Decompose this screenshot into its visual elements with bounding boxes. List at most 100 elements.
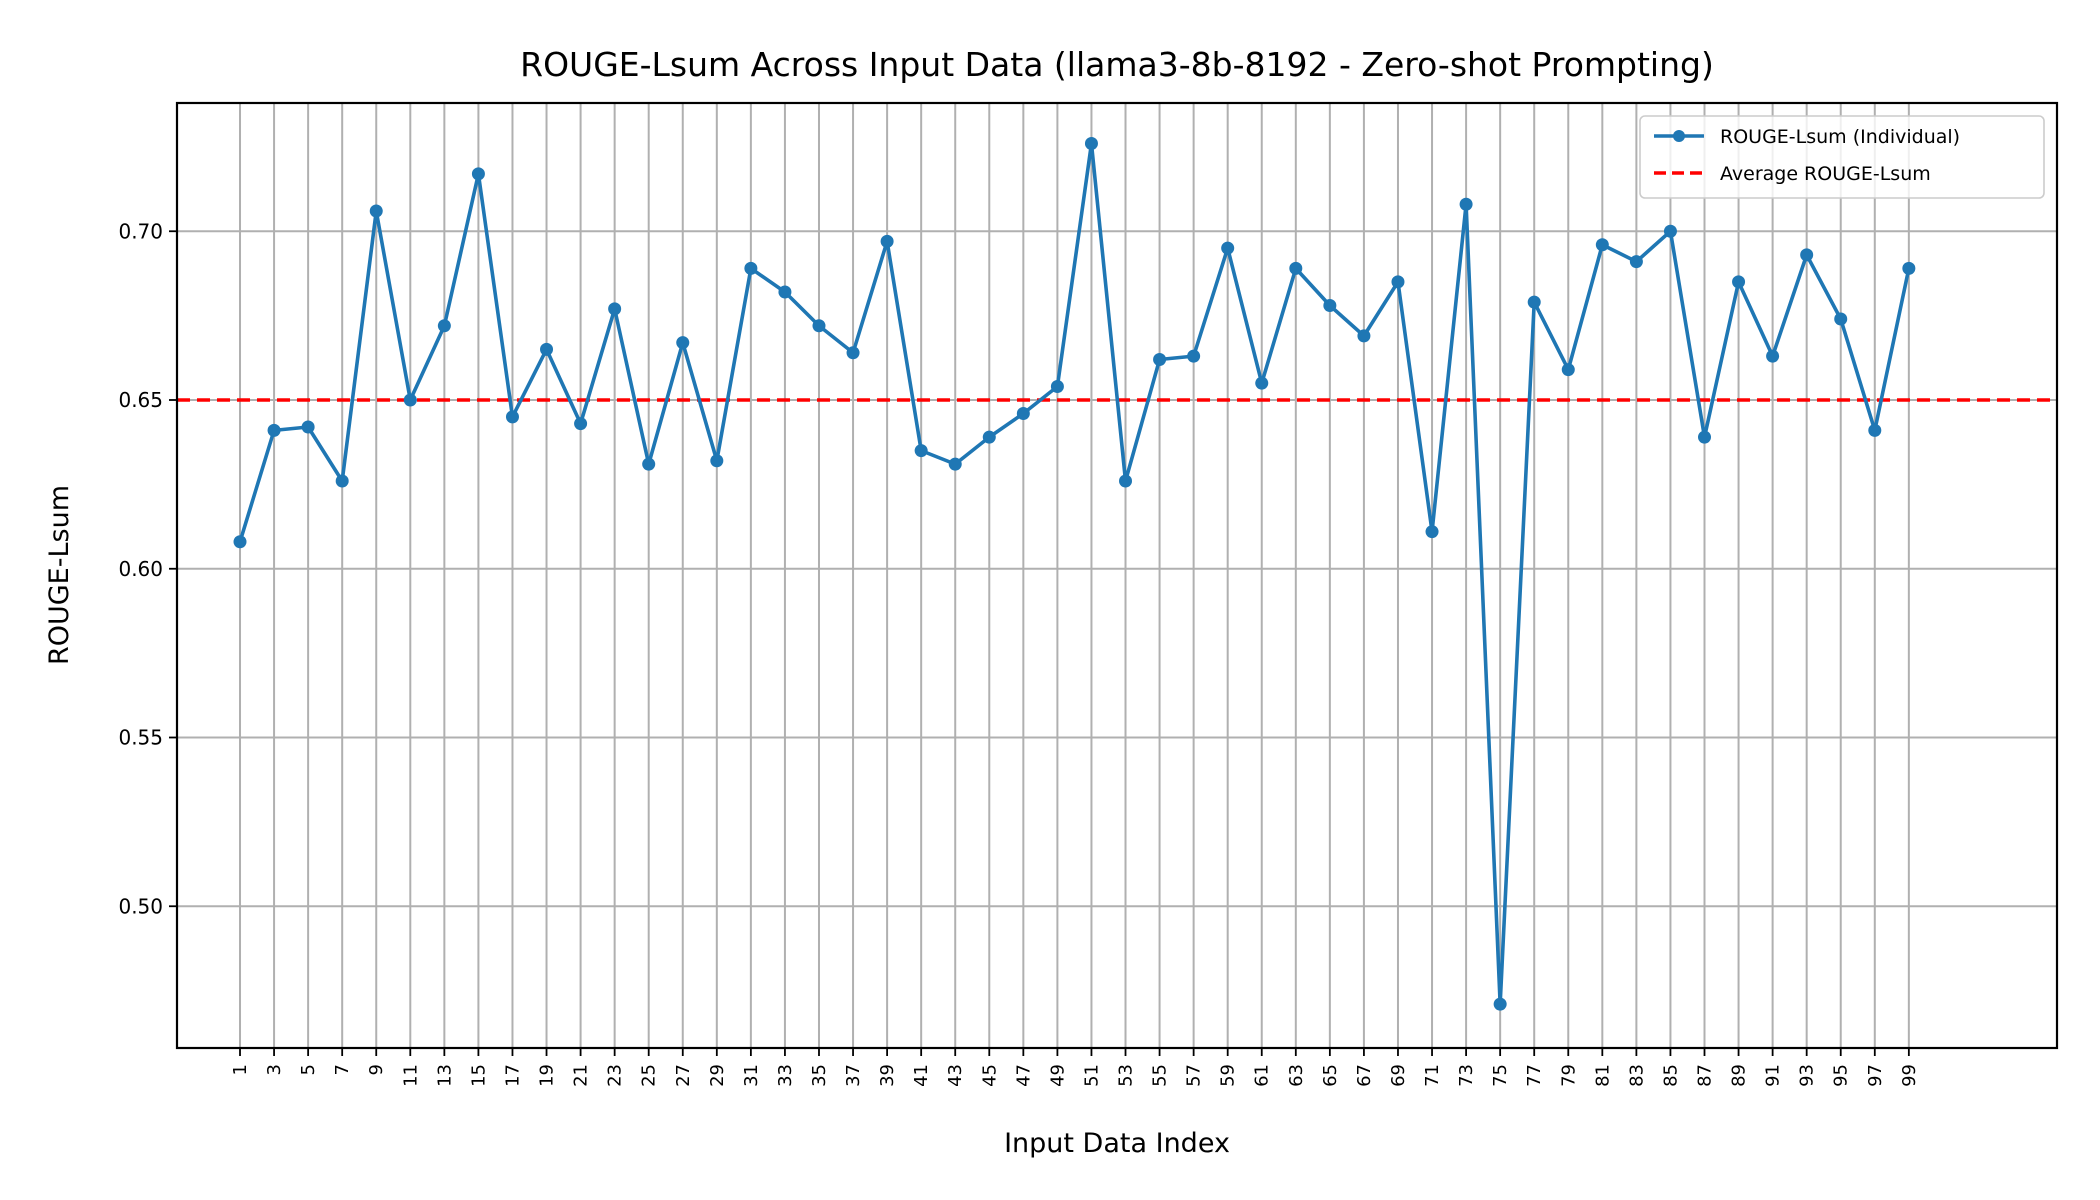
x-tick-label: 45 xyxy=(979,1064,1000,1087)
data-point xyxy=(1766,349,1780,363)
x-tick-label: 9 xyxy=(366,1064,387,1075)
x-tick-label: 17 xyxy=(502,1064,523,1087)
x-tick-label: 77 xyxy=(1524,1064,1545,1087)
x-tick-label: 57 xyxy=(1184,1064,1205,1087)
data-point xyxy=(1357,329,1371,343)
x-tick-label: 13 xyxy=(434,1064,455,1087)
data-point xyxy=(1629,255,1643,269)
x-tick-label: 65 xyxy=(1320,1064,1341,1087)
x-tick-label: 95 xyxy=(1831,1064,1852,1087)
chart-title: ROUGE-Lsum Across Input Data (llama3-8b-… xyxy=(520,45,1714,84)
x-tick-label: 73 xyxy=(1456,1064,1477,1087)
data-point xyxy=(437,319,451,333)
x-tick-label: 71 xyxy=(1422,1064,1443,1087)
data-point xyxy=(403,393,417,407)
x-tick-label: 7 xyxy=(332,1064,353,1075)
legend-label-individual: ROUGE-Lsum (Individual) xyxy=(1720,126,1960,148)
x-tick-label: 43 xyxy=(945,1064,966,1087)
data-point xyxy=(233,535,247,549)
legend-label-average: Average ROUGE-Lsum xyxy=(1720,163,1931,185)
y-axis-label: ROUGE-Lsum xyxy=(44,485,75,665)
data-point xyxy=(1663,224,1677,238)
data-point xyxy=(471,167,485,181)
x-tick-label: 61 xyxy=(1252,1064,1273,1087)
data-point xyxy=(301,420,315,434)
x-axis-ticks: 1 3 5 7 9 11 13 15 17 19 21 23 25 27 29 31 33 35 37 39 41 43 4… xyxy=(230,1048,1920,1087)
x-tick-label: 29 xyxy=(707,1064,728,1087)
data-point xyxy=(1595,238,1609,252)
x-tick-label: 83 xyxy=(1626,1064,1647,1087)
y-tick-label: 0.70 xyxy=(118,219,163,243)
data-point xyxy=(948,457,962,471)
x-tick-label: 87 xyxy=(1695,1064,1716,1087)
data-point xyxy=(1153,353,1167,366)
data-point xyxy=(540,342,554,356)
x-tick-label: 21 xyxy=(571,1064,592,1087)
x-tick-label: 31 xyxy=(741,1064,762,1087)
data-point xyxy=(676,336,690,350)
x-tick-label: 15 xyxy=(468,1064,489,1087)
y-tick-label: 0.65 xyxy=(118,388,163,412)
data-point xyxy=(1902,261,1916,275)
data-point xyxy=(1561,363,1575,377)
data-point xyxy=(267,423,281,437)
legend-box xyxy=(1639,115,2045,199)
data-point xyxy=(1698,430,1711,444)
legend: ROUGE-Lsum (Individual) Average ROUGE-Ls… xyxy=(1639,115,2045,199)
x-tick-label: 19 xyxy=(537,1064,558,1087)
data-point xyxy=(1323,299,1337,312)
y-tick-label: 0.55 xyxy=(118,726,163,750)
data-point xyxy=(1050,380,1064,393)
x-tick-label: 51 xyxy=(1081,1064,1102,1087)
data-point xyxy=(778,285,792,299)
x-tick-label: 49 xyxy=(1047,1064,1068,1087)
x-tick-label: 93 xyxy=(1797,1064,1818,1087)
data-point xyxy=(1391,275,1405,289)
x-tick-label: 53 xyxy=(1116,1064,1137,1087)
series-layer xyxy=(233,137,1916,1011)
x-tick-label: 55 xyxy=(1150,1064,1171,1087)
x-tick-label: 37 xyxy=(843,1064,864,1087)
x-tick-label: 69 xyxy=(1388,1064,1409,1087)
x-tick-label: 99 xyxy=(1899,1064,1920,1087)
data-point xyxy=(1834,312,1848,326)
x-tick-label: 11 xyxy=(400,1064,421,1087)
x-tick-label: 89 xyxy=(1729,1064,1750,1087)
grid-lines xyxy=(177,103,2057,1048)
x-tick-label: 97 xyxy=(1865,1064,1886,1087)
data-point xyxy=(1459,197,1473,211)
x-tick-label: 85 xyxy=(1660,1064,1681,1087)
x-tick-label: 23 xyxy=(605,1064,626,1087)
data-point xyxy=(914,444,928,458)
data-point xyxy=(1119,474,1133,488)
x-tick-label: 5 xyxy=(298,1064,319,1075)
data-point xyxy=(710,454,724,468)
y-tick-label: 0.50 xyxy=(118,894,163,918)
x-tick-label: 41 xyxy=(911,1064,932,1087)
x-tick-label: 63 xyxy=(1286,1064,1307,1087)
data-point xyxy=(1493,997,1507,1011)
data-point xyxy=(335,474,349,488)
x-tick-label: 91 xyxy=(1763,1064,1784,1087)
data-point xyxy=(812,319,826,333)
x-tick-label: 1 xyxy=(230,1064,251,1075)
x-tick-label: 81 xyxy=(1592,1064,1613,1087)
x-tick-label: 67 xyxy=(1354,1064,1375,1087)
data-point xyxy=(642,457,656,471)
data-point xyxy=(880,234,894,248)
data-point xyxy=(505,410,519,424)
x-tick-label: 59 xyxy=(1218,1064,1239,1087)
data-point xyxy=(982,430,996,444)
y-axis-ticks: 0.50 0.55 0.60 0.65 0.70 xyxy=(118,219,177,918)
data-point xyxy=(1221,241,1235,255)
y-tick-label: 0.60 xyxy=(118,557,163,581)
x-tick-label: 33 xyxy=(775,1064,796,1087)
data-point xyxy=(1084,137,1098,150)
x-tick-label: 3 xyxy=(264,1064,285,1075)
plot-frame xyxy=(175,101,2059,1050)
legend-marker-individual xyxy=(1673,130,1685,142)
x-tick-label: 25 xyxy=(639,1064,660,1087)
data-point xyxy=(1255,376,1269,390)
